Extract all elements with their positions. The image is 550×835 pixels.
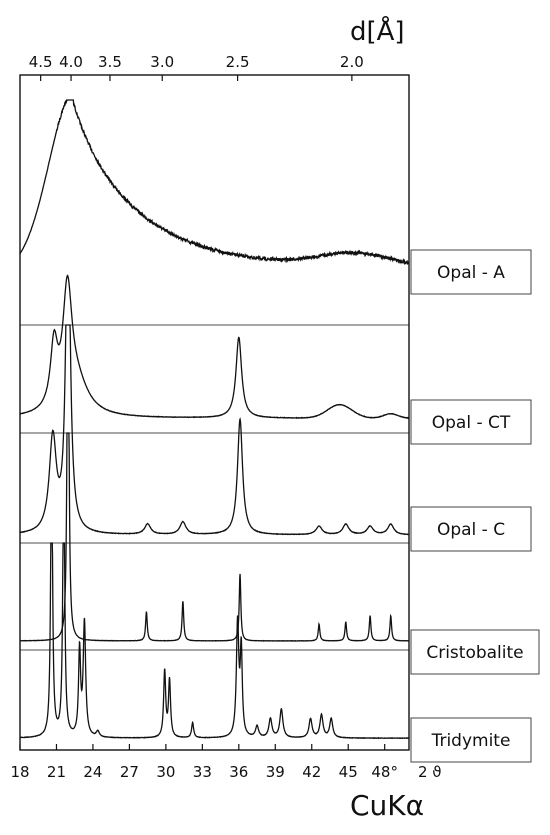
series-trace (19, 274, 410, 420)
top-tick-label: 4.0 (59, 53, 83, 71)
series-label: Tridymite (431, 731, 511, 751)
label-frame (410, 399, 532, 445)
top-axis-label: d[Å] (350, 15, 405, 47)
bottom-tick-label: 39 (266, 763, 285, 781)
top-tick-label: 2.5 (226, 53, 250, 71)
bottom-axis-unit: 2 ϑ (418, 763, 442, 781)
bottom-tick-label: 24 (83, 763, 102, 781)
series-label-box: Opal - C (410, 506, 532, 552)
series-trace (19, 432, 410, 642)
bottom-tick-label: 45 (339, 763, 358, 781)
series-label: Opal - A (437, 263, 505, 283)
series-label: Opal - CT (432, 413, 511, 433)
top-tick-label: 4.5 (29, 53, 53, 71)
label-frame (410, 629, 540, 675)
top-tick-label: 3.0 (150, 53, 174, 71)
bottom-tick-label: 21 (47, 763, 66, 781)
bottom-tick-label: 36 (229, 763, 248, 781)
series-labels: Opal - A Opal - CT Opal - C Cristobalite Tri… (410, 249, 540, 763)
label-frame (410, 249, 532, 295)
plot-frame (19, 74, 410, 751)
series-label-box: Tridymite (410, 717, 532, 763)
baselines (20, 324, 409, 651)
bottom-tick-label: 27 (120, 763, 139, 781)
top-tick-label: 2.0 (340, 53, 364, 71)
series-trace (19, 542, 410, 740)
series-trace (19, 99, 410, 266)
bottom-tick-label: 18 (10, 763, 29, 781)
series-label: Opal - C (437, 520, 505, 540)
top-axis-ticks: 4.5 4.0 3.5 3.0 2.5 2.0 (29, 53, 364, 81)
bottom-tick-label: 48° (371, 763, 398, 781)
series-label-box: Opal - A (410, 249, 532, 295)
series-trace (19, 324, 410, 536)
bottom-tick-label: 33 (193, 763, 212, 781)
traces (19, 99, 410, 740)
label-frame (410, 717, 532, 763)
bottom-axis-label: CuKα (350, 789, 424, 822)
bottom-axis-ticks: 18 21 24 27 30 33 36 39 42 45 48° (10, 744, 398, 781)
label-frame (410, 506, 532, 552)
top-tick-label: 3.5 (98, 53, 122, 71)
series-label: Cristobalite (426, 643, 523, 663)
series-label-box: Cristobalite (410, 629, 540, 675)
bottom-tick-label: 30 (156, 763, 175, 781)
bottom-tick-label: 42 (302, 763, 321, 781)
series-label-box: Opal - CT (410, 399, 532, 445)
